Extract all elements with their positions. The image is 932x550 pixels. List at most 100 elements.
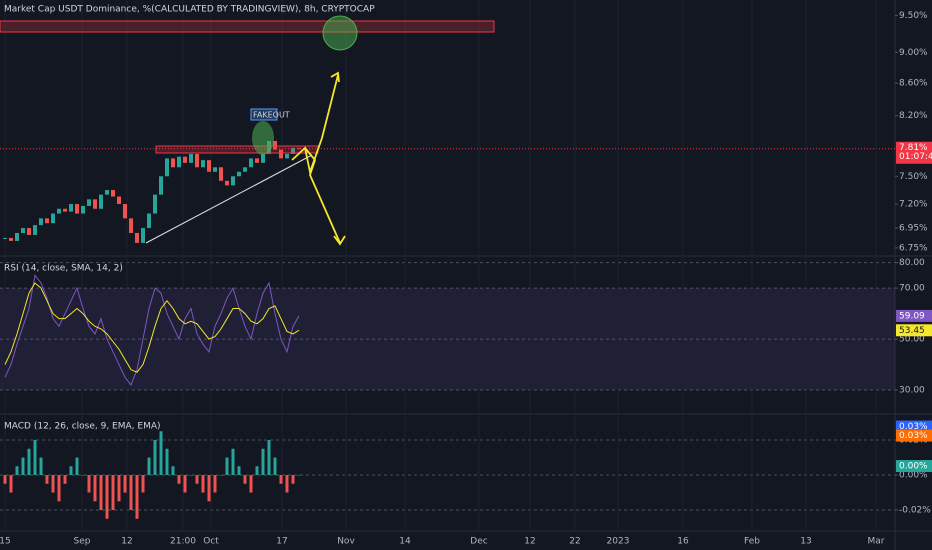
macd-bar bbox=[93, 475, 97, 502]
trendline bbox=[145, 154, 313, 244]
resistance-zone bbox=[0, 20, 495, 33]
candle bbox=[177, 156, 181, 168]
y-tick-label: 7.50% bbox=[899, 172, 928, 182]
macd-bar bbox=[273, 457, 277, 476]
price-label: 0.00% bbox=[899, 462, 928, 472]
candle bbox=[3, 237, 7, 239]
candle bbox=[231, 176, 235, 186]
macd-bar bbox=[279, 475, 283, 484]
arrow-head bbox=[333, 235, 346, 246]
chart-title: Market Cap USDT Dominance, %(CALCULATED … bbox=[4, 5, 375, 15]
macd-bar bbox=[297, 475, 301, 476]
candle bbox=[285, 153, 289, 159]
macd-bar bbox=[171, 466, 175, 476]
candle bbox=[255, 158, 259, 163]
candle bbox=[225, 180, 229, 186]
macd-bar bbox=[255, 466, 259, 476]
price-label-bg bbox=[896, 141, 932, 164]
macd-bar bbox=[201, 475, 205, 493]
price-label-bg bbox=[896, 429, 932, 442]
macd-bar bbox=[231, 448, 235, 476]
candle bbox=[39, 218, 43, 226]
time-label: Oct bbox=[203, 537, 219, 547]
time-label: 12 bbox=[524, 537, 535, 547]
macd-bar bbox=[27, 448, 31, 476]
macd-bar bbox=[207, 475, 211, 502]
time-label: 13 bbox=[800, 537, 811, 547]
price-label: 7.81% bbox=[899, 143, 928, 153]
macd-bar bbox=[117, 475, 121, 502]
macd-bar bbox=[249, 475, 253, 493]
macd-bar bbox=[141, 475, 145, 493]
macd-bar bbox=[165, 448, 169, 476]
time-label: 14 bbox=[399, 537, 411, 547]
time-label: Nov bbox=[337, 537, 355, 547]
candle bbox=[21, 228, 25, 233]
macd-bar bbox=[63, 475, 67, 484]
macd-bar bbox=[153, 440, 157, 476]
y-tick-label: 0.00% bbox=[899, 471, 928, 481]
candle bbox=[219, 167, 223, 181]
macd-bar bbox=[87, 475, 91, 493]
macd-bar bbox=[159, 431, 163, 476]
macd-bar bbox=[51, 475, 55, 493]
countdown: 01:07:49 bbox=[899, 152, 932, 162]
time-label: 17 bbox=[276, 537, 287, 547]
macd-bar bbox=[147, 457, 151, 476]
candle bbox=[123, 204, 127, 219]
macd-bar bbox=[9, 475, 13, 493]
rsi-line bbox=[4, 282, 300, 373]
annotation: FAKEOUT bbox=[253, 111, 290, 120]
candle bbox=[57, 208, 61, 214]
y-tick-label: 9.50% bbox=[899, 11, 928, 21]
grid bbox=[0, 0, 895, 530]
arrow-head bbox=[330, 71, 340, 83]
candle bbox=[51, 213, 55, 224]
macd-bar bbox=[291, 475, 295, 484]
candle bbox=[81, 205, 85, 214]
macd-bar bbox=[135, 475, 139, 519]
y-tick-label: 8.60% bbox=[899, 79, 928, 89]
candle bbox=[279, 149, 283, 159]
candle bbox=[261, 153, 265, 163]
macd-bar bbox=[189, 475, 193, 476]
price-label-bg bbox=[896, 324, 932, 337]
candle bbox=[207, 160, 211, 172]
candle bbox=[141, 228, 145, 243]
candle bbox=[195, 153, 199, 168]
y-tick-label: 30.00 bbox=[899, 386, 925, 396]
candle bbox=[87, 199, 91, 206]
candle bbox=[99, 194, 103, 209]
macd-bar bbox=[69, 466, 73, 476]
candle bbox=[249, 158, 253, 168]
price-label: 53.45 bbox=[899, 326, 925, 336]
candle bbox=[45, 218, 49, 224]
candle bbox=[135, 232, 139, 243]
candle bbox=[117, 196, 121, 205]
candle bbox=[15, 232, 19, 241]
macd-bar bbox=[81, 475, 85, 476]
macd-bar bbox=[15, 466, 19, 476]
candle bbox=[291, 147, 295, 154]
candle bbox=[69, 204, 73, 212]
time-label: Feb bbox=[744, 537, 760, 547]
candle bbox=[93, 199, 97, 209]
candle bbox=[75, 204, 79, 214]
price-label: 0.03% bbox=[899, 422, 928, 432]
candle bbox=[153, 194, 157, 214]
y-tick-label: 8.20% bbox=[899, 111, 928, 121]
time-label: Sep bbox=[74, 537, 91, 547]
candle bbox=[27, 228, 31, 235]
macd-bar bbox=[219, 475, 223, 476]
price-label: 0.03% bbox=[899, 431, 928, 441]
candle bbox=[63, 208, 67, 212]
macd-bar bbox=[177, 475, 181, 484]
macd-bar bbox=[57, 475, 61, 502]
bull-path bbox=[291, 74, 339, 176]
time-label: 22 bbox=[569, 537, 580, 547]
y-tick-label: 9.00% bbox=[899, 48, 928, 58]
y-tick-label: 50.00 bbox=[899, 335, 925, 345]
macd-title: MACD (12, 26, close, 9, EMA, EMA) bbox=[4, 422, 161, 432]
